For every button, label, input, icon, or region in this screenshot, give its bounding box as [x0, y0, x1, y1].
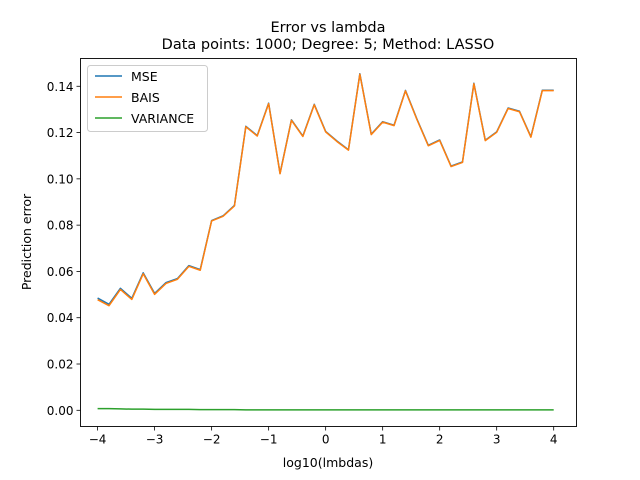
- y-tick-label: 0.02: [47, 358, 74, 372]
- x-axis-ticks: −4 −3 −2 −1 0 1 2 3 4: [89, 426, 558, 447]
- y-axis-ticks: 0.00 0.02 0.04 0.06 0.08 0.10 0.12 0.14: [47, 80, 81, 418]
- chart-title-line2: Data points: 1000; Degree: 5; Method: LA…: [162, 37, 495, 53]
- x-tick-label: −2: [203, 433, 221, 447]
- x-tick-label: 2: [436, 433, 444, 447]
- y-tick-label: 0.00: [47, 404, 74, 418]
- chart-title-line1: Error vs lambda: [270, 20, 385, 36]
- y-tick-label: 0.10: [47, 172, 74, 186]
- x-tick-label: −4: [89, 433, 107, 447]
- legend-label-variance: VARIANCE: [131, 111, 194, 126]
- legend-box: [87, 65, 208, 132]
- x-tick-label: −3: [146, 433, 164, 447]
- x-tick-label: −1: [260, 433, 278, 447]
- y-tick-label: 0.12: [47, 126, 74, 140]
- y-axis-label: Prediction error: [19, 193, 34, 290]
- x-tick-label: 1: [379, 433, 387, 447]
- y-tick-label: 0.06: [47, 265, 74, 279]
- x-tick-label: 0: [322, 433, 330, 447]
- x-tick-label: 4: [550, 433, 558, 447]
- x-axis-label: log10(lmbdas): [283, 455, 373, 470]
- y-tick-label: 0.08: [47, 219, 74, 233]
- legend: MSE BAIS VARIANCE: [87, 65, 208, 132]
- y-tick-label: 0.04: [47, 311, 74, 325]
- legend-label-bais: BAIS: [131, 90, 160, 105]
- series-line-bais: [97, 73, 554, 307]
- plot-frame: [80, 58, 577, 427]
- y-tick-label: 0.14: [47, 80, 74, 94]
- legend-label-mse: MSE: [131, 69, 158, 84]
- x-tick-label: 3: [493, 433, 501, 447]
- plot-lines: [97, 73, 554, 411]
- series-line-variance: [97, 407, 554, 411]
